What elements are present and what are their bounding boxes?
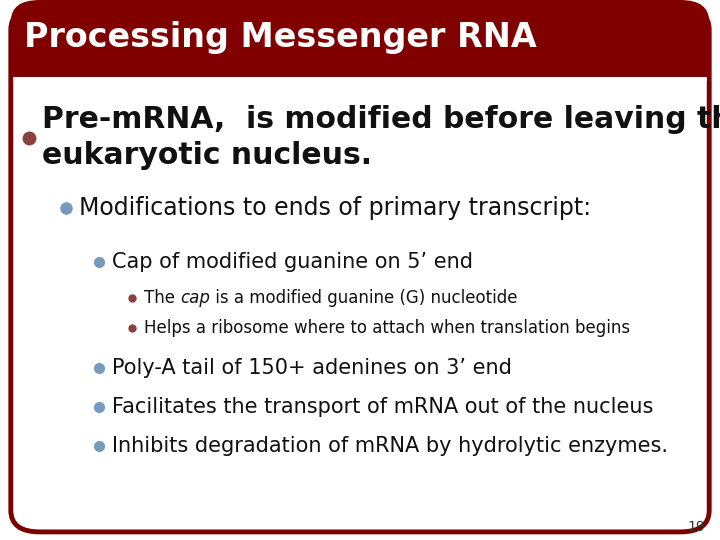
Text: The: The bbox=[144, 289, 180, 307]
FancyBboxPatch shape bbox=[11, 0, 709, 77]
Text: Cap of modified guanine on 5’ end: Cap of modified guanine on 5’ end bbox=[112, 252, 472, 272]
Text: cap: cap bbox=[180, 289, 210, 307]
Text: Helps a ribosome where to attach when translation begins: Helps a ribosome where to attach when tr… bbox=[144, 319, 630, 337]
Text: Processing Messenger RNA: Processing Messenger RNA bbox=[24, 21, 536, 55]
Text: Modifications to ends of primary transcript:: Modifications to ends of primary transcr… bbox=[79, 196, 591, 220]
Text: Inhibits degradation of mRNA by hydrolytic enzymes.: Inhibits degradation of mRNA by hydrolyt… bbox=[112, 436, 667, 456]
Bar bbox=[11, 42, 709, 77]
Text: is a modified guanine (G) nucleotide: is a modified guanine (G) nucleotide bbox=[210, 289, 518, 307]
Text: Facilitates the transport of mRNA out of the nucleus: Facilitates the transport of mRNA out of… bbox=[112, 397, 653, 417]
Text: 19: 19 bbox=[688, 519, 706, 534]
Text: Pre-mRNA,  is modified before leaving the
eukaryotic nucleus.: Pre-mRNA, is modified before leaving the… bbox=[42, 105, 720, 170]
FancyBboxPatch shape bbox=[11, 8, 709, 532]
Text: Poly-A tail of 150+ adenines on 3’ end: Poly-A tail of 150+ adenines on 3’ end bbox=[112, 358, 511, 379]
